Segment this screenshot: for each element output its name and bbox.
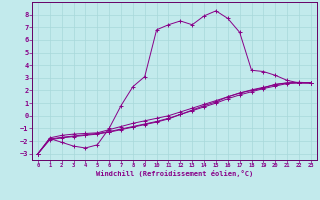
- X-axis label: Windchill (Refroidissement éolien,°C): Windchill (Refroidissement éolien,°C): [96, 170, 253, 177]
